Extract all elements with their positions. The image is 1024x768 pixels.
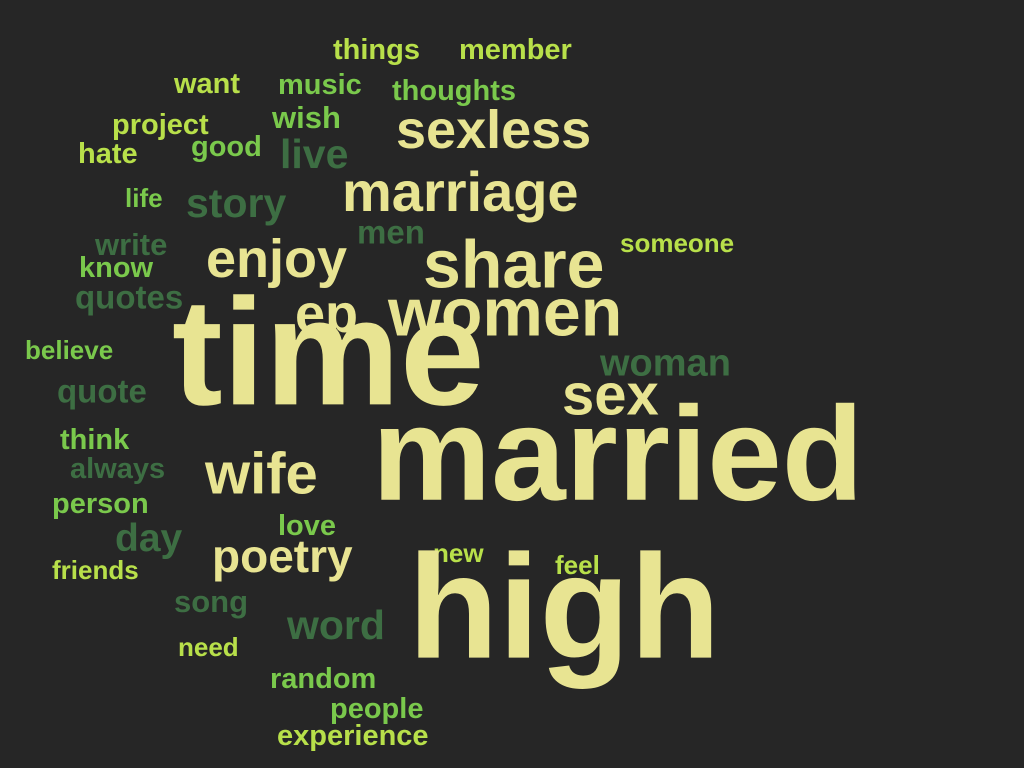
word-new: new — [433, 538, 484, 569]
word-sex: sex — [562, 362, 659, 428]
word-ep: ep — [295, 283, 359, 344]
word-thoughts: thoughts — [392, 74, 517, 107]
word-random: random — [270, 662, 377, 695]
word-experience: experience — [277, 719, 429, 752]
word-song: song — [174, 584, 249, 620]
word-live: live — [280, 131, 349, 178]
word-quote: quote — [57, 372, 147, 410]
word-believe: believe — [25, 335, 114, 366]
word-high: high — [408, 524, 721, 690]
word-friends: friends — [52, 555, 139, 586]
word-someone: someone — [620, 228, 735, 259]
word-woman: woman — [600, 342, 731, 385]
word-word: word — [287, 602, 385, 649]
word-feel: feel — [555, 550, 600, 581]
word-hate: hate — [78, 137, 138, 170]
word-want: want — [174, 67, 241, 100]
word-write: write — [95, 227, 168, 263]
word-person: person — [52, 487, 149, 520]
word-wish: wish — [272, 100, 341, 136]
word-women: women — [388, 274, 623, 351]
word-enjoy: enjoy — [206, 228, 348, 289]
word-love: love — [278, 509, 337, 542]
word-quotes: quotes — [75, 278, 184, 316]
word-share: share — [423, 226, 605, 303]
word-marriage: marriage — [342, 160, 579, 224]
word-people: people — [330, 692, 424, 725]
word-poetry: poetry — [212, 530, 353, 583]
word-wife: wife — [205, 441, 318, 507]
word-music: music — [278, 68, 362, 101]
word-married: married — [372, 379, 864, 529]
word-life: life — [125, 183, 163, 214]
word-things: things — [333, 33, 420, 66]
word-story: story — [186, 180, 287, 227]
word-day: day — [115, 516, 183, 560]
word-always: always — [70, 452, 166, 485]
word-men: men — [357, 213, 425, 251]
word-member: member — [459, 33, 572, 66]
word-project: project — [112, 108, 209, 141]
word-need: need — [178, 632, 239, 663]
word-sexless: sexless — [396, 99, 592, 160]
word-think: think — [60, 423, 130, 456]
word-time: time — [172, 267, 485, 438]
word-good: good — [191, 130, 262, 163]
word-know: know — [79, 251, 154, 284]
